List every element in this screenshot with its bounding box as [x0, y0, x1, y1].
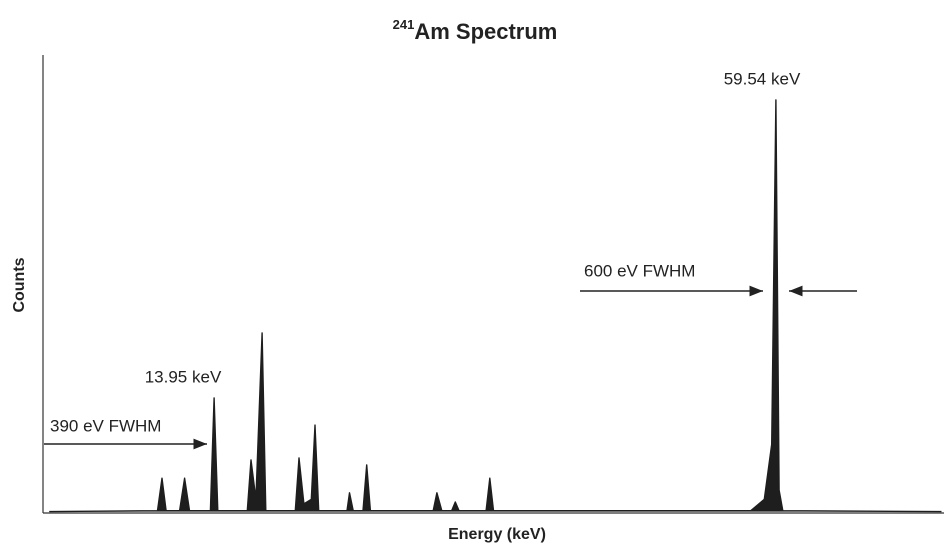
x-axis-label: Energy (keV) [448, 526, 546, 543]
chart: 241Am Spectrum Counts Energy (keV) 59.54… [0, 0, 944, 548]
annotation: 600 eV FWHM [584, 261, 695, 280]
annotation: 390 eV FWHM [50, 416, 161, 435]
annotation: 13.95 keV [145, 367, 222, 386]
spectrum [49, 100, 941, 512]
chart-title: 241Am Spectrum [393, 17, 558, 43]
annotation: 59.54 keV [724, 69, 801, 88]
y-axis-label: Counts [11, 257, 28, 312]
title-superscript: 241 [393, 17, 415, 32]
title-text: Am Spectrum [414, 19, 557, 44]
